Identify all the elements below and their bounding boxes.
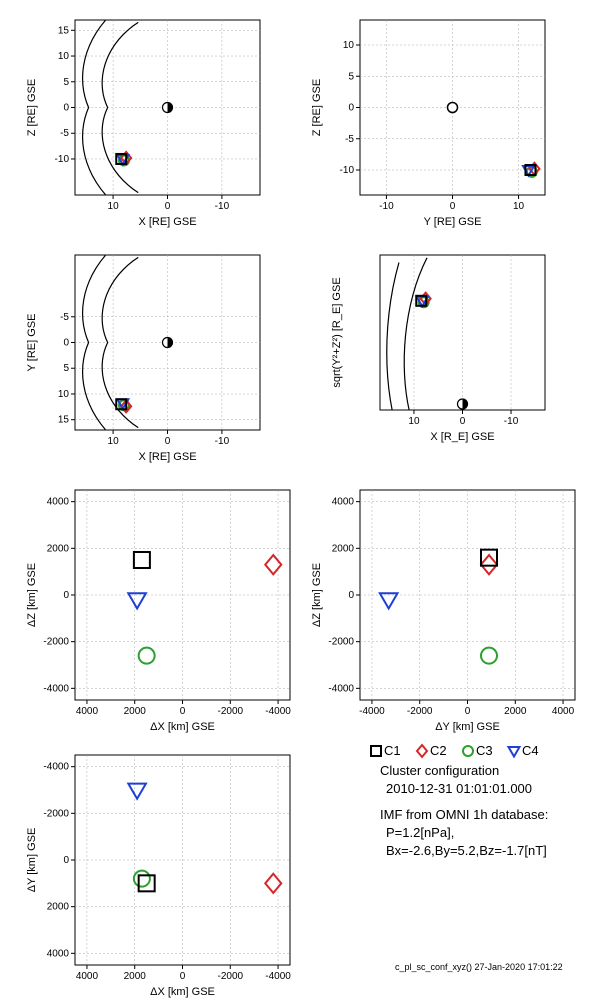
svg-text:2000: 2000 xyxy=(332,543,355,554)
svg-text:2010-12-31 01:01:01.000: 2010-12-31 01:01:01.000 xyxy=(386,781,532,796)
svg-text:0: 0 xyxy=(63,590,69,601)
svg-text:0: 0 xyxy=(348,590,354,601)
svg-text:-5: -5 xyxy=(60,312,69,323)
svg-text:ΔX [km] GSE: ΔX [km] GSE xyxy=(150,721,215,733)
svg-text:4000: 4000 xyxy=(47,497,70,508)
svg-text:sqrt(Y²+Z²) [R_E] GSE: sqrt(Y²+Z²) [R_E] GSE xyxy=(331,277,343,387)
svg-text:-5: -5 xyxy=(60,128,69,139)
svg-text:2000: 2000 xyxy=(124,971,147,982)
svg-text:0: 0 xyxy=(63,855,69,866)
svg-text:10: 10 xyxy=(58,389,70,400)
svg-text:-10: -10 xyxy=(215,436,230,447)
svg-text:4000: 4000 xyxy=(76,706,99,717)
svg-text:C4: C4 xyxy=(522,743,539,758)
svg-text:-10: -10 xyxy=(504,416,519,427)
svg-text:-4000: -4000 xyxy=(43,683,69,694)
svg-text:-2000: -2000 xyxy=(43,808,69,819)
svg-text:-2000: -2000 xyxy=(407,706,433,717)
svg-text:-4000: -4000 xyxy=(265,971,291,982)
svg-text:0: 0 xyxy=(165,201,171,212)
svg-text:Bx=-2.6,By=5.2,Bz=-1.7[nT]: Bx=-2.6,By=5.2,Bz=-1.7[nT] xyxy=(386,843,547,858)
svg-text:-10: -10 xyxy=(340,165,355,176)
svg-text:P=1.2[nPa],: P=1.2[nPa], xyxy=(386,825,454,840)
svg-text:C2: C2 xyxy=(430,743,447,758)
svg-text:-10: -10 xyxy=(215,201,230,212)
svg-text:-4000: -4000 xyxy=(359,706,385,717)
svg-text:4000: 4000 xyxy=(47,948,70,959)
svg-text:ΔZ [km] GSE: ΔZ [km] GSE xyxy=(26,563,38,627)
svg-text:-2000: -2000 xyxy=(328,637,354,648)
svg-text:ΔX [km] GSE: ΔX [km] GSE xyxy=(150,986,215,998)
svg-text:-4000: -4000 xyxy=(43,762,69,773)
svg-text:X [R_E] GSE: X [R_E] GSE xyxy=(430,431,494,443)
svg-text:2000: 2000 xyxy=(504,706,527,717)
svg-text:0: 0 xyxy=(180,706,186,717)
svg-text:10: 10 xyxy=(108,201,120,212)
svg-text:4000: 4000 xyxy=(552,706,575,717)
svg-text:X [RE] GSE: X [RE] GSE xyxy=(138,451,196,463)
svg-text:Y [RE] GSE: Y [RE] GSE xyxy=(424,216,482,228)
svg-text:Z [RE] GSE: Z [RE] GSE xyxy=(311,79,323,136)
svg-text:5: 5 xyxy=(63,363,69,374)
svg-text:-2000: -2000 xyxy=(43,637,69,648)
svg-text:ΔY [km] GSE: ΔY [km] GSE xyxy=(435,721,500,733)
svg-text:0: 0 xyxy=(180,971,186,982)
svg-text:ΔY [km] GSE: ΔY [km] GSE xyxy=(26,828,38,893)
svg-text:2000: 2000 xyxy=(47,902,70,913)
svg-text:0: 0 xyxy=(165,436,171,447)
svg-text:0: 0 xyxy=(63,338,69,349)
svg-text:15: 15 xyxy=(58,25,70,36)
svg-text:-5: -5 xyxy=(345,134,354,145)
svg-text:10: 10 xyxy=(408,416,420,427)
svg-text:10: 10 xyxy=(343,40,355,51)
svg-text:5: 5 xyxy=(348,71,354,82)
svg-text:Cluster configuration: Cluster configuration xyxy=(380,763,499,778)
svg-text:-4000: -4000 xyxy=(328,683,354,694)
svg-text:4000: 4000 xyxy=(332,497,355,508)
svg-text:0: 0 xyxy=(465,706,471,717)
svg-text:c_pl_sc_conf_xyz() 27-Jan-2020: c_pl_sc_conf_xyz() 27-Jan-2020 17:01:22 xyxy=(395,962,563,972)
svg-text:0: 0 xyxy=(450,201,456,212)
svg-text:C3: C3 xyxy=(476,743,493,758)
svg-text:10: 10 xyxy=(58,51,70,62)
svg-text:5: 5 xyxy=(63,77,69,88)
svg-text:Z [RE] GSE: Z [RE] GSE xyxy=(26,79,38,136)
svg-text:10: 10 xyxy=(108,436,120,447)
svg-text:0: 0 xyxy=(460,416,466,427)
svg-text:X [RE] GSE: X [RE] GSE xyxy=(138,216,196,228)
svg-text:0: 0 xyxy=(63,103,69,114)
svg-text:-10: -10 xyxy=(379,201,394,212)
svg-text:2000: 2000 xyxy=(47,543,70,554)
svg-text:-10: -10 xyxy=(55,154,70,165)
svg-text:IMF from OMNI 1h database:: IMF from OMNI 1h database: xyxy=(380,807,548,822)
svg-text:-2000: -2000 xyxy=(217,971,243,982)
svg-text:ΔZ [km] GSE: ΔZ [km] GSE xyxy=(311,563,323,627)
svg-text:10: 10 xyxy=(513,201,525,212)
svg-text:-4000: -4000 xyxy=(265,706,291,717)
svg-text:-2000: -2000 xyxy=(217,706,243,717)
svg-text:15: 15 xyxy=(58,415,70,426)
svg-text:0: 0 xyxy=(348,103,354,114)
svg-text:C1: C1 xyxy=(384,743,401,758)
svg-text:4000: 4000 xyxy=(76,971,99,982)
svg-text:2000: 2000 xyxy=(124,706,147,717)
svg-text:Y [RE] GSE: Y [RE] GSE xyxy=(26,314,38,372)
